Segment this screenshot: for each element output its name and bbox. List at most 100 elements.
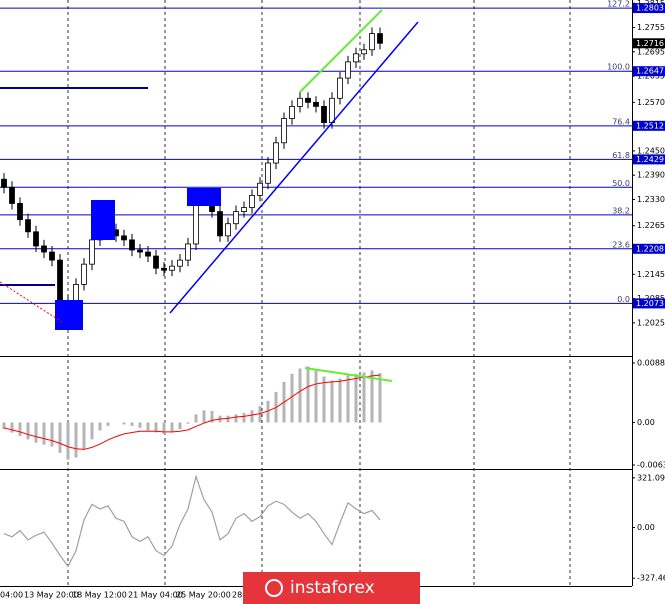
candle-body xyxy=(225,223,231,237)
y-tick-label: 0.0088 xyxy=(637,358,665,367)
histogram-bar xyxy=(362,372,366,423)
candle-body xyxy=(89,239,95,265)
histogram-bar xyxy=(26,422,30,440)
candle-body xyxy=(345,61,351,79)
histogram-bar xyxy=(50,422,54,447)
candle-body xyxy=(161,267,167,271)
histogram-bar xyxy=(314,369,318,423)
price-box xyxy=(633,243,665,254)
price-box-label: 1.2512 xyxy=(636,121,664,130)
candle-body xyxy=(185,243,191,261)
candle-body xyxy=(33,231,39,247)
histogram-bar xyxy=(306,366,310,423)
histogram-bar xyxy=(258,406,262,423)
y-tick-label: 1.2390 xyxy=(637,171,665,180)
histogram-bar xyxy=(130,422,134,426)
candle-body xyxy=(41,245,47,253)
histogram-bar xyxy=(162,422,166,434)
histogram-bar xyxy=(226,415,230,423)
histogram-bar xyxy=(346,375,350,423)
candle-body xyxy=(9,186,15,204)
candle-body xyxy=(57,259,63,301)
histogram-bar xyxy=(234,414,238,423)
divergence-line xyxy=(304,367,393,382)
histogram-bar xyxy=(354,373,358,423)
x-tick-label: 18 May 12:00 xyxy=(72,591,127,600)
candle-body xyxy=(361,49,367,55)
cci-line xyxy=(3,474,381,568)
histogram-bar xyxy=(242,412,246,423)
candle-body xyxy=(169,265,175,271)
price-box xyxy=(633,120,665,131)
histogram-bar xyxy=(154,422,158,433)
watermark-icon xyxy=(265,579,283,597)
candle-body xyxy=(313,101,319,107)
y-tick-label: -0.00631 xyxy=(637,461,665,470)
watermark-box xyxy=(243,572,420,604)
candle-body xyxy=(249,194,255,208)
y-tick-label: 1.2450 xyxy=(637,146,665,155)
histogram-bar xyxy=(378,373,382,423)
y-tick-label: 1.2570 xyxy=(637,98,665,107)
candle-body xyxy=(305,97,311,103)
y-tick-label: 321.0916 xyxy=(637,473,665,482)
candle-body xyxy=(17,203,23,221)
price-box-label: 1.2208 xyxy=(636,244,664,253)
candle-body xyxy=(321,105,327,123)
candle-body xyxy=(329,97,335,123)
histogram-bar xyxy=(250,410,254,423)
histogram-bar xyxy=(74,422,78,458)
candle-body xyxy=(297,97,303,107)
candle-body xyxy=(25,219,31,233)
signal-line xyxy=(3,374,381,450)
histogram-bar xyxy=(82,422,86,450)
annotations xyxy=(0,9,419,382)
histogram-bar xyxy=(370,370,374,423)
zone-box xyxy=(55,300,83,330)
candle-body xyxy=(241,207,247,212)
fib-label: 38.2 xyxy=(612,206,630,215)
fib-label: 50.0 xyxy=(612,179,630,188)
x-tick-label: 04:00 xyxy=(0,591,23,600)
histogram-bar xyxy=(338,378,342,423)
candle-body xyxy=(353,53,359,63)
histogram-bar xyxy=(210,410,214,423)
fib-label: 0.0 xyxy=(617,295,630,304)
histogram-bar xyxy=(290,373,294,423)
histogram-bar xyxy=(34,422,38,443)
histogram-bar xyxy=(18,422,22,436)
x-tick-label: 21 May 04:00 xyxy=(128,591,183,600)
price-box-label: 1.2073 xyxy=(636,299,664,308)
candle-body xyxy=(121,235,127,241)
histogram-bar xyxy=(58,422,62,453)
candle-body xyxy=(217,211,223,237)
candle-body xyxy=(153,255,159,269)
fib-label: 23.6 xyxy=(612,240,630,249)
histogram-bar xyxy=(10,422,14,433)
candle-body xyxy=(265,162,271,184)
histogram-bar xyxy=(170,422,174,433)
fib-label: 61.8 xyxy=(612,151,630,160)
histogram-bar xyxy=(106,422,110,426)
current-price-box xyxy=(633,38,665,49)
fib-label: 100.0 xyxy=(607,63,630,72)
candle-body xyxy=(369,33,375,51)
histogram-bar xyxy=(42,422,46,445)
candle-body xyxy=(337,77,343,99)
zone-box xyxy=(91,200,115,240)
price-box xyxy=(633,66,665,77)
candle-body xyxy=(289,105,295,119)
candle-body xyxy=(273,142,279,164)
histogram-bar xyxy=(194,414,198,423)
price-box-label: 1.2803 xyxy=(636,4,664,13)
y-tick-label: 1.2695 xyxy=(637,47,665,56)
candle-body xyxy=(233,211,239,225)
time-grid xyxy=(67,0,571,586)
histogram-bar xyxy=(322,376,326,423)
x-tick-label: 13 May 20:00 xyxy=(24,591,79,600)
histogram-bar xyxy=(330,380,334,423)
histogram-bar xyxy=(186,422,190,424)
histogram-bar xyxy=(138,422,142,428)
